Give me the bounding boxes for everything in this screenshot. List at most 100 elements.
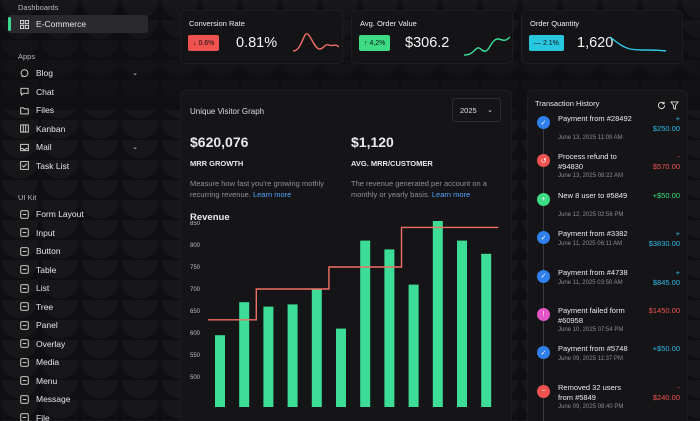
sidebar-item-label: Input: [36, 227, 55, 238]
year-select[interactable]: 2025 ⌄: [452, 98, 501, 122]
transaction-date: June 13, 2025 11:09 AM: [558, 135, 623, 141]
sidebar-item-blog[interactable]: Blog ⌄: [8, 64, 148, 82]
filter-icon[interactable]: [670, 97, 679, 115]
transaction-title: Payment from #4738: [558, 267, 628, 277]
revenue-bar: [457, 240, 467, 407]
menu-icon: [19, 376, 29, 386]
sidebar-item-mail[interactable]: Mail ⌄: [8, 138, 148, 156]
sidebar-item-task-list[interactable]: Task List: [8, 157, 148, 175]
sidebar-item-kanban[interactable]: Kanban: [8, 120, 148, 138]
sidebar-item-label: Panel: [36, 320, 58, 330]
check-icon: ✓: [537, 116, 550, 129]
y-tick-label: 600: [190, 331, 201, 337]
kpi-title: Avg. Order Value: [360, 19, 417, 28]
transaction-item[interactable]: − Removed 32 users from #5849 June 09, 202…: [528, 383, 689, 417]
mrr-label: MRR GROWTH: [190, 159, 244, 168]
transaction-item[interactable]: ! Payment failed form #60958 June 10, 2025…: [528, 306, 689, 340]
message-icon: [19, 394, 29, 404]
kpi-change-badge: — 2.1%: [529, 35, 564, 51]
transaction-amount-value: $570.00: [652, 162, 680, 172]
sidebar-item-label: Form Layout: [36, 209, 84, 219]
sidebar-item-overlay[interactable]: Overlay: [8, 335, 148, 353]
check-icon: ✓: [537, 231, 550, 245]
form-icon: [19, 209, 29, 219]
transaction-item[interactable]: ✓ Payment from #5748 June 09, 2025 11:37 P…: [528, 344, 689, 378]
avg-mrr-learn-more-link[interactable]: Learn more: [431, 190, 471, 199]
year-select-value: 2025: [460, 105, 477, 115]
sidebar-item-table[interactable]: Table: [8, 261, 148, 279]
refresh-icon[interactable]: [657, 97, 666, 115]
transaction-sign: +: [675, 114, 680, 123]
plus-icon: +: [537, 192, 550, 206]
transaction-date: June 09, 2025 08:40 PM: [558, 403, 624, 410]
sidebar-item-label: Overlay: [36, 338, 66, 349]
input-icon: [19, 228, 29, 238]
sidebar-item-menu[interactable]: Menu: [8, 372, 148, 390]
grid-icon: [19, 19, 29, 29]
kpi-change-badge: ↓ 0.6%: [188, 35, 220, 51]
kpi-value: 1,620: [577, 35, 614, 51]
revenue-bar: [408, 284, 419, 407]
revenue-bar: [360, 240, 371, 407]
mrr-value: $620,076: [190, 134, 249, 150]
sidebar-item-files[interactable]: Files: [8, 101, 148, 119]
sidebar-section-dashboards: Dashboards: [18, 3, 59, 12]
chevron-down-icon[interactable]: ⌄: [132, 144, 138, 151]
kpi-card-avg-order-value: Avg. Order Value ↑ 4,2% $306.2: [351, 10, 513, 64]
check-icon: ✓: [537, 346, 550, 360]
transaction-title: New 8 user to #5849: [558, 190, 628, 200]
sidebar-item-button[interactable]: Button: [8, 242, 148, 260]
revenue-bar: [336, 328, 346, 407]
sidebar-item-form-layout[interactable]: Form Layout: [8, 205, 148, 223]
transaction-amount: + $250.00: [653, 114, 680, 134]
chevron-down-icon[interactable]: ⌄: [132, 70, 138, 77]
revenue-bar: [287, 304, 298, 407]
transaction-title: Payment from #3382: [558, 229, 628, 239]
sidebar-item-chat[interactable]: Chat: [8, 83, 148, 101]
kpi-value: 0.81%: [236, 35, 278, 51]
sidebar-item-input[interactable]: Input: [8, 224, 148, 242]
sidebar-item-panel[interactable]: Panel: [8, 316, 148, 334]
kpi-title: Conversion Rate: [189, 19, 245, 28]
sidebar-section-apps: Apps: [18, 52, 36, 61]
button-icon: [19, 246, 29, 256]
transaction-title: Payment from #5748: [558, 344, 628, 354]
avg-mrr-description-text: The revenue generated per account on a m…: [351, 179, 487, 199]
transaction-amount-value: +$50.00: [652, 344, 680, 354]
panel-icon: [19, 320, 29, 330]
transaction-history-panel: Transaction History ✓ Payment from #28492…: [527, 90, 688, 421]
sidebar-item-label: File: [36, 412, 50, 421]
table-icon: [19, 265, 29, 275]
transaction-history-title: Transaction History: [535, 99, 600, 108]
kpi-sparkline: [464, 36, 510, 56]
visitor-graph-panel: Unique Visitor Graph 2025 ⌄ $620,076 MRR…: [180, 90, 512, 421]
mrr-learn-more-link[interactable]: Learn more: [252, 190, 292, 199]
y-tick-label: 800: [190, 243, 201, 249]
transaction-title: Payment failed form #60958: [558, 306, 625, 325]
y-tick-label: 500: [190, 375, 201, 381]
transaction-amount-value: $250.00: [652, 124, 680, 133]
revenue-bar: [432, 221, 443, 407]
transaction-title: Removed 32 users from #5849: [558, 382, 621, 402]
sidebar-item-file[interactable]: File: [8, 409, 148, 421]
sidebar-item-ecommerce[interactable]: E-Commerce: [8, 15, 148, 33]
sidebar-item-list[interactable]: List: [8, 279, 148, 297]
sidebar-item-message[interactable]: Message: [8, 390, 148, 408]
transaction-item[interactable]: ✓ Payment from #3382 June 11, 2025 06:11 A…: [528, 229, 689, 263]
transaction-item[interactable]: ✓ Payment from #4738 June 11, 2025 03:50 A…: [528, 268, 689, 302]
y-tick-label: 700: [190, 287, 201, 293]
transaction-item[interactable]: + New 8 user to #5849 June 12, 2025 02:56 …: [528, 191, 689, 225]
sidebar-item-label: Task List: [36, 160, 70, 171]
sidebar-item-tree[interactable]: Tree: [8, 298, 148, 316]
chat-icon: [19, 87, 29, 97]
transaction-amount-value: +$50.00: [652, 190, 680, 200]
sidebar-item-label: Mail: [36, 142, 52, 152]
sidebar-section-uikit: UI Kit: [18, 193, 37, 202]
transaction-item[interactable]: ↺ Process refund to #94830 June 13, 2025 0…: [528, 152, 689, 186]
sidebar-item-label: Menu: [36, 375, 58, 386]
transaction-item[interactable]: ✓ Payment from #28492 June 13, 2025 11:09 …: [528, 114, 689, 148]
kpi-change-badge: ↑ 4,2%: [359, 35, 391, 51]
revenue-bar: [311, 289, 322, 407]
sidebar-item-media[interactable]: Media: [8, 353, 148, 371]
sidebar-item-label: Media: [36, 357, 60, 367]
